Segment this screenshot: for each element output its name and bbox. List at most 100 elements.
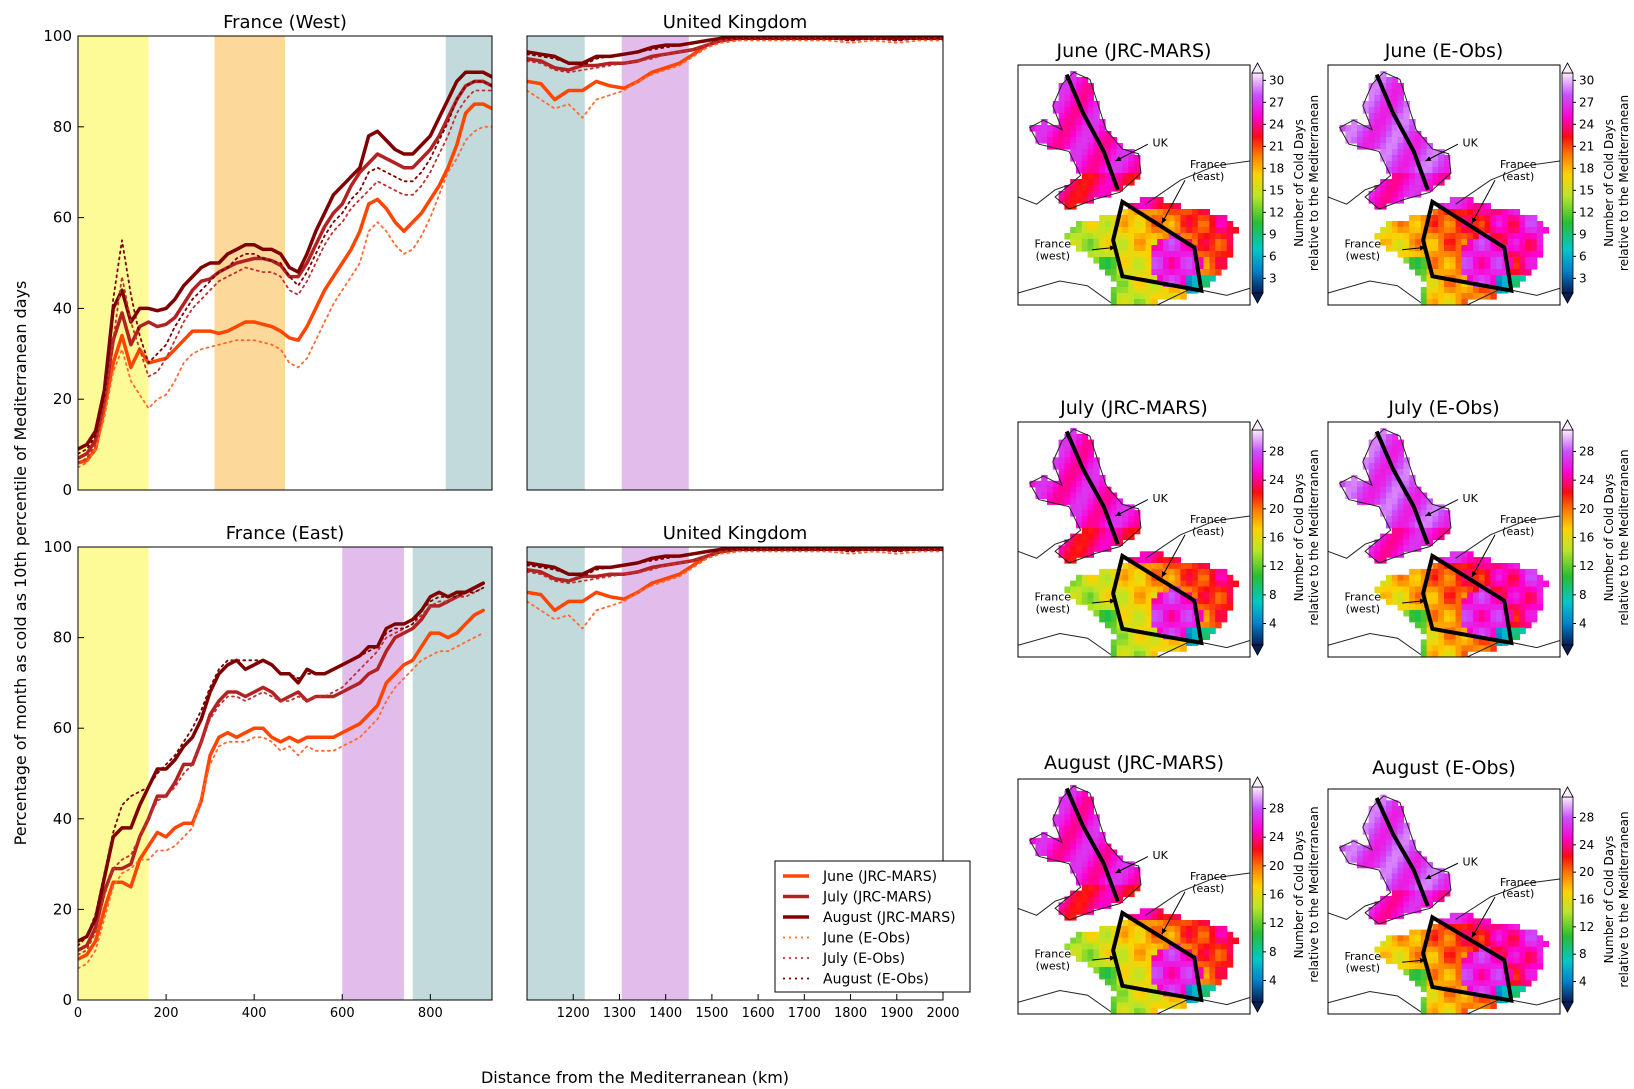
map-cell xyxy=(1496,946,1503,953)
map-cell xyxy=(1391,89,1399,96)
map-cell xyxy=(1444,586,1451,593)
chart-title: France (West) xyxy=(223,12,347,33)
map-cell xyxy=(1064,125,1071,132)
map-cell xyxy=(1070,855,1077,862)
legend-box xyxy=(774,860,971,993)
shaded-band xyxy=(78,547,149,1000)
map-cell xyxy=(1105,621,1112,629)
map-cell xyxy=(1186,978,1193,986)
map-cell xyxy=(1168,257,1176,264)
map-cell xyxy=(1052,125,1060,132)
map-cell xyxy=(1128,1002,1135,1009)
map-cell xyxy=(1070,131,1077,138)
map-cell xyxy=(1438,991,1445,998)
label-france-east: France xyxy=(1500,158,1537,171)
shaded-band xyxy=(412,547,492,1000)
map-cell xyxy=(1403,239,1410,246)
map-cell xyxy=(1087,527,1094,535)
map-cell xyxy=(1432,867,1439,874)
map-cell xyxy=(1128,215,1135,222)
map-cell xyxy=(1157,621,1164,629)
map-cell xyxy=(1093,474,1100,482)
map-cell xyxy=(1081,598,1089,605)
map-cell xyxy=(1180,610,1187,617)
map-cell xyxy=(1420,862,1428,869)
map-cell xyxy=(1203,920,1210,927)
map-cell xyxy=(1110,645,1118,652)
map-cell xyxy=(1163,586,1170,593)
map-cell xyxy=(1197,221,1205,228)
map-cell xyxy=(1058,469,1065,476)
coastline xyxy=(1145,160,1250,205)
map-cell xyxy=(1203,275,1210,282)
map-cell xyxy=(1110,221,1118,228)
map-cell xyxy=(1215,592,1222,599)
map-cell xyxy=(1197,239,1205,246)
label-france-east: (east) xyxy=(1192,525,1224,538)
map-cell xyxy=(1467,969,1474,976)
map-cell xyxy=(1116,990,1123,997)
map-cell xyxy=(1426,890,1433,897)
map-cell xyxy=(1397,850,1404,858)
map-cell xyxy=(1093,173,1100,180)
map-cell xyxy=(1461,963,1468,970)
map-cell xyxy=(1221,931,1228,939)
map-cell xyxy=(1397,952,1404,959)
map-cell xyxy=(1461,980,1468,987)
map-cell xyxy=(1415,173,1422,180)
map-cell xyxy=(1139,568,1147,576)
map-cell xyxy=(1478,935,1486,942)
map-cell xyxy=(1368,545,1375,552)
map-cell xyxy=(1409,592,1416,599)
colorbar-body xyxy=(1251,786,1264,1003)
map-cell xyxy=(1391,551,1399,558)
map-cell xyxy=(1076,233,1083,240)
map-cell xyxy=(1397,191,1404,198)
series-line-1 xyxy=(527,547,943,583)
map-cell xyxy=(1490,604,1497,611)
map-cell xyxy=(1134,639,1141,646)
map-cell xyxy=(1432,568,1439,576)
colorbar-max-arrow xyxy=(1561,62,1574,74)
map-cell xyxy=(1070,837,1077,845)
map-cell xyxy=(1076,107,1083,114)
map-cell xyxy=(1070,119,1077,126)
map-cell xyxy=(1134,167,1141,174)
legend-label-1: July (JRC-MARS) xyxy=(822,890,932,906)
map-cell xyxy=(1128,257,1135,264)
map-cell xyxy=(1386,533,1393,541)
map-cell xyxy=(1116,937,1123,945)
map-cell xyxy=(1455,1002,1462,1009)
map-cell xyxy=(1105,521,1112,529)
map-cell xyxy=(1139,990,1147,997)
map-cell xyxy=(1438,527,1445,535)
coastline-uk xyxy=(1338,428,1452,564)
map-cell xyxy=(1496,980,1503,987)
map-cell xyxy=(1397,113,1404,120)
map-cell xyxy=(1076,95,1083,102)
map-cell xyxy=(1145,1008,1152,1014)
map-cell xyxy=(1432,161,1439,168)
map-cell xyxy=(1099,931,1106,939)
map-cell xyxy=(1064,843,1071,851)
map-cell xyxy=(1397,245,1404,252)
map-cell xyxy=(1110,861,1118,868)
map-cell xyxy=(1449,935,1457,942)
coastline xyxy=(1018,896,1070,916)
map-cell xyxy=(1093,463,1100,470)
map-cell xyxy=(1215,574,1222,582)
map-cell xyxy=(1536,946,1544,953)
map-cell xyxy=(1415,940,1422,948)
map-cell xyxy=(1192,592,1199,599)
map-cell xyxy=(1426,299,1433,305)
map-cell xyxy=(1081,433,1089,441)
map-cell xyxy=(1374,143,1381,150)
chart-title: France (East) xyxy=(226,523,344,544)
map-cell xyxy=(1432,227,1439,234)
map-cell xyxy=(1203,586,1210,593)
map-cell xyxy=(1099,173,1106,180)
uk-transect-line xyxy=(1064,787,1120,902)
map-cell xyxy=(1542,580,1549,588)
map-cell xyxy=(1122,574,1129,582)
colorbar-min-arrow xyxy=(1251,644,1264,656)
